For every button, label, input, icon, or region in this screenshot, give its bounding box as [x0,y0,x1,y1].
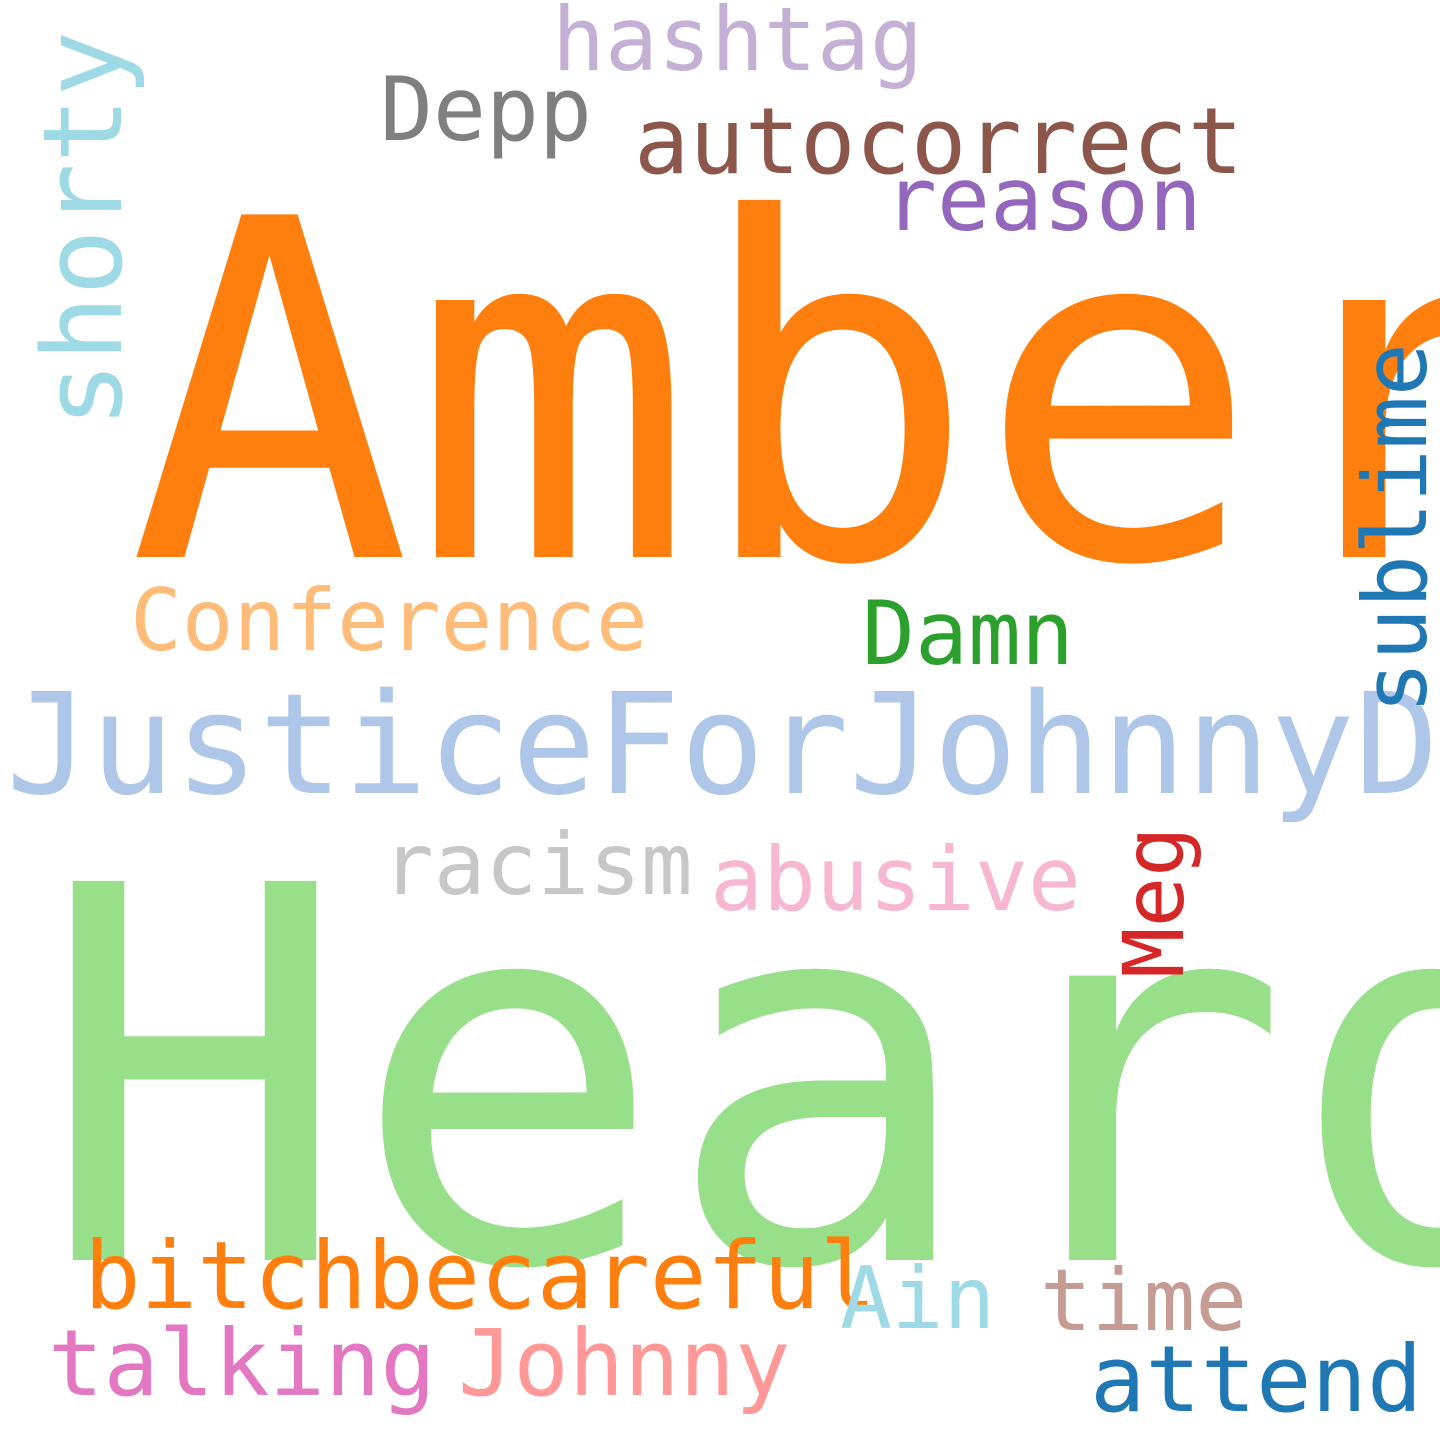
word-johnny: Johnny [458,1310,791,1417]
word-ain: Ain [840,1249,996,1349]
word-depp: Depp [380,58,592,161]
word-attend: attend [1090,1326,1423,1433]
word-time: time [1040,1251,1248,1351]
word-abusive: abusive [710,828,1081,931]
word-sublime: sublime [1344,343,1440,714]
word-damn: Damn [862,582,1074,685]
word-shorty: shorty [19,30,147,428]
word-racism: racism [382,815,693,915]
word-hashtag: hashtag [552,0,923,91]
word-bitchbecareful: bitchbecareful [84,1222,877,1331]
word-reason: reason [884,148,1202,251]
word-talking: talking [48,1310,436,1417]
word-meg: Meg [1105,826,1203,978]
word-heard: Heard [38,777,1440,1383]
word-conference: Conference [130,571,648,671]
word-justiceforjohnnydepp: JusticeForJohnnyDepp [6,664,1440,827]
word-amber: Amber [128,121,1440,668]
word-autocorrect: autocorrect [634,88,1244,195]
